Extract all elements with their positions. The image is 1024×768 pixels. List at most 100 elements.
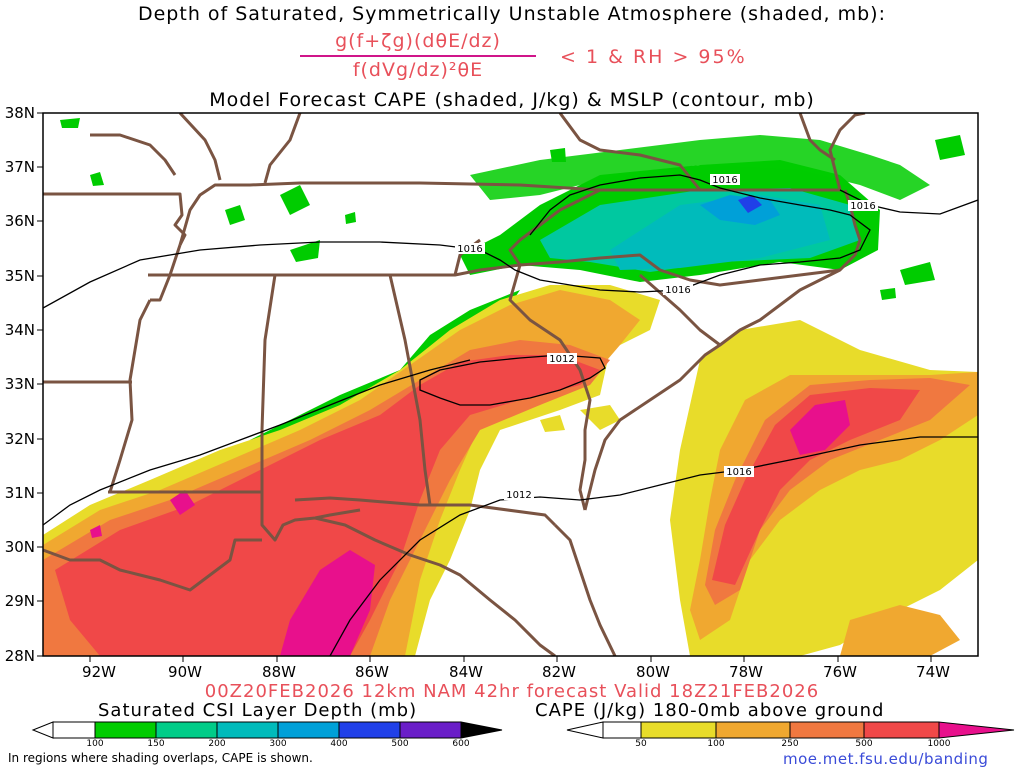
isobar-1012 xyxy=(419,354,606,406)
title-line-3: Model Forecast CAPE (shaded, J/kg) & MSL… xyxy=(209,89,815,111)
lat-label: 29N xyxy=(5,592,35,610)
csi-tick-label: 500 xyxy=(391,739,409,749)
border-mississippi-alabama xyxy=(260,274,277,492)
lat-label: 36N xyxy=(5,212,35,230)
cape-scattered-cells xyxy=(540,405,620,432)
cape-colorbar-segment xyxy=(602,721,642,739)
isobar-label: 1016 xyxy=(712,175,737,186)
border-maryland xyxy=(798,113,836,162)
csi-scattered-cells xyxy=(60,118,965,300)
isobar-label: 1016 xyxy=(726,467,751,478)
csi-colorbar-segment xyxy=(216,721,279,739)
cape-colorbar xyxy=(566,721,1015,739)
lat-ticks xyxy=(37,112,43,657)
cape-tick-label: 1000 xyxy=(927,739,951,749)
border-florida-alabama-georgia xyxy=(294,496,557,527)
coast-florida-atlantic xyxy=(553,523,617,656)
cape-colorbar-segment xyxy=(640,721,717,739)
csi-colorbar-segment xyxy=(399,721,462,739)
lon-label: 80W xyxy=(636,663,670,681)
lat-label: 38N xyxy=(5,104,35,122)
isobar-label-box xyxy=(547,353,577,364)
border-indiana-kentucky xyxy=(263,113,302,184)
isobar-1016-west xyxy=(43,359,471,526)
border-arkansas-tennessee xyxy=(150,244,182,302)
isobar-label: 1016 xyxy=(457,244,482,255)
lat-label: 31N xyxy=(5,484,35,502)
border-missouri-arkansas xyxy=(43,192,187,246)
lat-label: 33N xyxy=(5,375,35,393)
border-tennessee-south xyxy=(148,263,521,277)
cape-region-gulf-red xyxy=(55,355,600,656)
csi-condition: < 1 & RH > 95% xyxy=(560,46,747,68)
lat-label: 34N xyxy=(5,321,35,339)
map-plot-area: 1016 1016 1016 1016 1016 1012 1012 xyxy=(43,113,978,656)
fraction-bar xyxy=(300,55,536,57)
cape-region-southeast-orange xyxy=(840,605,960,656)
border-tennessee-northcarolina xyxy=(508,188,601,266)
border-illinois xyxy=(178,113,222,181)
cape-colorbar-max-arrow xyxy=(938,721,1015,739)
csi-shading xyxy=(60,118,965,445)
coast-chesapeake xyxy=(828,113,866,191)
river-mississippi xyxy=(108,299,152,493)
lat-label: 37N xyxy=(5,158,35,176)
csi-tick-label: 200 xyxy=(208,739,226,749)
cape-region-gulf-magenta xyxy=(280,550,375,656)
csi-tick-label: 100 xyxy=(86,739,104,749)
csi-colorbar-segment xyxy=(338,721,401,739)
isobar-1016-south xyxy=(329,436,978,656)
csi-region-max xyxy=(738,195,762,213)
csi-colorbar xyxy=(31,721,503,739)
coast-southeast-atlantic xyxy=(583,189,862,511)
isobar-label-box xyxy=(848,200,878,211)
fraction-denominator: f(dVg/dz)²θE xyxy=(352,59,484,81)
political-borders xyxy=(43,113,866,656)
csi-colorbar-segment xyxy=(155,721,218,739)
lon-labels: 92W 90W 88W 86W 84W 82W 80W 78W 76W 74W xyxy=(82,663,950,681)
csi-criterion-fraction: g(f+ζg)(dθE/dz) f(dVg/dz)²θE xyxy=(300,28,536,82)
lat-labels: 38N 37N 36N 35N 34N 33N 32N 31N 30N 29N … xyxy=(5,104,35,665)
overlap-note: In regions where shading overlaps, CAPE … xyxy=(8,751,313,765)
isobar-label: 1012 xyxy=(506,490,531,501)
isobar-labels: 1016 1016 1016 1016 1016 1012 1012 xyxy=(455,174,878,501)
mslp-isobars xyxy=(43,174,978,656)
csi-colorbar-max-arrow xyxy=(460,721,503,739)
isobar-label-box xyxy=(504,489,534,500)
csi-region-north xyxy=(470,135,930,200)
cape-small-max xyxy=(90,490,195,538)
border-northcarolina-southcarolina xyxy=(519,253,841,287)
lon-label: 88W xyxy=(262,663,296,681)
lon-label: 74W xyxy=(916,663,950,681)
border-missouri-north xyxy=(90,133,177,176)
border-sc-coast xyxy=(639,273,721,347)
cape-tick-label: 100 xyxy=(707,739,725,749)
lat-label: 30N xyxy=(5,538,35,556)
border-georgia-southcarolina xyxy=(508,264,592,511)
forecast-valid-time: 00Z20FEB2026 12km NAM 42hr forecast Vali… xyxy=(204,681,820,702)
lon-label: 76W xyxy=(823,663,857,681)
lat-label: 35N xyxy=(5,267,35,285)
cape-colorbar-min-arrow xyxy=(566,721,604,739)
cape-colorbar-segment xyxy=(863,721,940,739)
lat-label: 32N xyxy=(5,430,35,448)
lon-label: 82W xyxy=(542,663,576,681)
csi-colorbar-title: Saturated CSI Layer Depth (mb) xyxy=(98,700,418,721)
cape-shading xyxy=(43,285,978,656)
csi-tick-label: 400 xyxy=(330,739,348,749)
border-kentucky-tennessee xyxy=(178,181,840,246)
cape-colorbar-segment xyxy=(789,721,865,739)
lat-label: 28N xyxy=(5,647,35,665)
lon-label: 78W xyxy=(729,663,763,681)
cape-colorbar-title: CAPE (J/kg) 180-0mb above ground xyxy=(535,700,885,721)
isobar-label: 1012 xyxy=(549,354,574,365)
cape-tick-label: 50 xyxy=(635,739,647,749)
border-alabama-georgia xyxy=(388,274,432,506)
csi-region-deep xyxy=(700,195,780,225)
lon-label: 92W xyxy=(82,663,116,681)
lon-label: 90W xyxy=(168,663,202,681)
title-line-1: Depth of Saturated, Symmetrically Unstab… xyxy=(137,3,886,25)
cape-tick-label: 500 xyxy=(855,739,873,749)
coast-louisiana xyxy=(43,538,262,592)
lon-label: 84W xyxy=(449,663,483,681)
